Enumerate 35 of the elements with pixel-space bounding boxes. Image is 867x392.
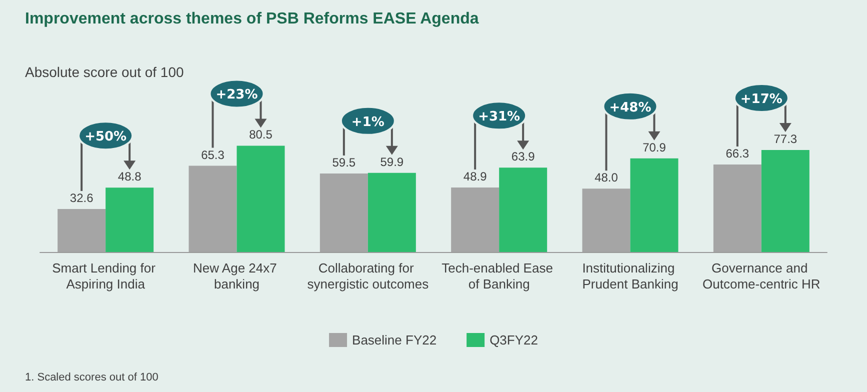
bar <box>368 172 416 252</box>
x-tick-label: New Age 24x7 banking <box>193 260 280 292</box>
data-label: 77.3 <box>774 132 798 146</box>
callout-bubble: +50% <box>78 120 134 151</box>
data-label: 66.3 <box>726 146 750 160</box>
data-label: 59.9 <box>380 154 404 169</box>
callout-bubble: +17% <box>733 82 790 113</box>
data-label: 48.0 <box>594 170 618 185</box>
data-label: 80.5 <box>249 128 273 142</box>
bar <box>761 150 810 252</box>
chart-subtitle: Absolute score out of 100 <box>25 64 184 80</box>
x-tick-label: Collaborating for synergistic outcomes <box>307 260 430 292</box>
data-label: 70.9 <box>642 140 666 154</box>
bar <box>236 146 285 252</box>
callout-bubble: +23% <box>208 78 265 109</box>
bar <box>499 168 548 252</box>
x-tick-label: Institutionalizing Prudent Banking <box>582 260 678 292</box>
data-label: 32.6 <box>70 190 94 205</box>
data-label: 48.9 <box>463 169 488 184</box>
bar <box>106 188 154 252</box>
x-tick-label: Governance and Outcome-centric HR <box>702 260 820 292</box>
callout-bubble: +31% <box>471 100 528 131</box>
legend-label: Baseline FY22 <box>352 332 437 348</box>
bar <box>630 158 678 252</box>
legend-label: Q3FY22 <box>490 332 538 348</box>
callout-bubble: +1% <box>340 106 396 136</box>
chart-title: Improvement across themes of PSB Reforms EASE Agenda <box>25 10 479 28</box>
x-tick-label: Tech-enabled Ease of Banking <box>442 260 557 292</box>
data-label: 48.8 <box>118 170 142 184</box>
text: 1. Scaled scores out of 100 <box>25 372 158 384</box>
data-label: 59.5 <box>332 155 356 170</box>
data-label: 65.3 <box>201 148 225 162</box>
callout-bubble: +48% <box>602 91 658 122</box>
data-label: 63.9 <box>511 150 536 164</box>
x-tick-label: Smart Lending for Aspiring India <box>52 260 160 292</box>
